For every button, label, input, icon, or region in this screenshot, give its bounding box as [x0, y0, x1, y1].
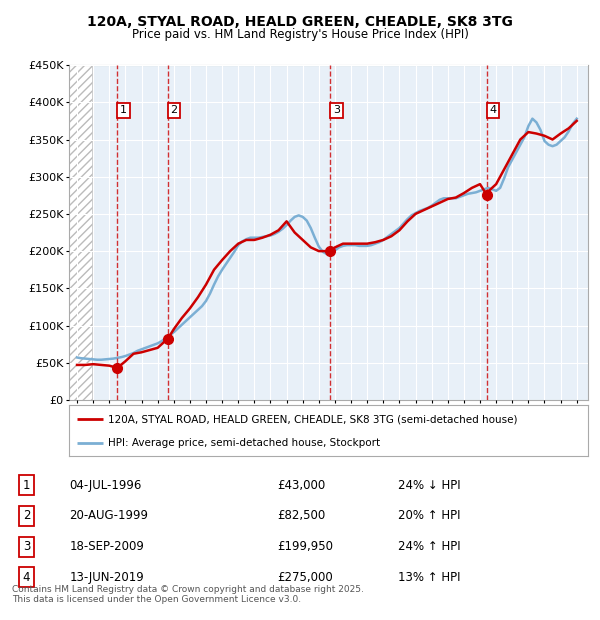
Text: 20-AUG-1999: 20-AUG-1999	[70, 510, 149, 523]
Text: £199,950: £199,950	[277, 540, 333, 553]
Text: 2: 2	[170, 105, 178, 115]
Text: Contains HM Land Registry data © Crown copyright and database right 2025.
This d: Contains HM Land Registry data © Crown c…	[12, 585, 364, 604]
Text: 120A, STYAL ROAD, HEALD GREEN, CHEADLE, SK8 3TG (semi-detached house): 120A, STYAL ROAD, HEALD GREEN, CHEADLE, …	[108, 414, 517, 424]
Text: 4: 4	[23, 571, 30, 584]
Text: £82,500: £82,500	[277, 510, 325, 523]
Bar	[69, 65, 92, 400]
Text: 04-JUL-1996: 04-JUL-1996	[70, 479, 142, 492]
Text: 1: 1	[120, 105, 127, 115]
Text: 20% ↑ HPI: 20% ↑ HPI	[398, 510, 460, 523]
Text: 1: 1	[23, 479, 30, 492]
Text: 3: 3	[23, 540, 30, 553]
Text: 3: 3	[333, 105, 340, 115]
Text: 13% ↑ HPI: 13% ↑ HPI	[398, 571, 460, 584]
Text: 13-JUN-2019: 13-JUN-2019	[70, 571, 145, 584]
Text: Price paid vs. HM Land Registry's House Price Index (HPI): Price paid vs. HM Land Registry's House …	[131, 28, 469, 41]
Text: 4: 4	[490, 105, 497, 115]
Text: 24% ↑ HPI: 24% ↑ HPI	[398, 540, 461, 553]
Text: 2: 2	[23, 510, 30, 523]
Text: 18-SEP-2009: 18-SEP-2009	[70, 540, 145, 553]
Text: £275,000: £275,000	[277, 571, 333, 584]
Text: 24% ↓ HPI: 24% ↓ HPI	[398, 479, 461, 492]
Text: HPI: Average price, semi-detached house, Stockport: HPI: Average price, semi-detached house,…	[108, 438, 380, 448]
Text: £43,000: £43,000	[277, 479, 325, 492]
Text: 120A, STYAL ROAD, HEALD GREEN, CHEADLE, SK8 3TG: 120A, STYAL ROAD, HEALD GREEN, CHEADLE, …	[87, 16, 513, 30]
